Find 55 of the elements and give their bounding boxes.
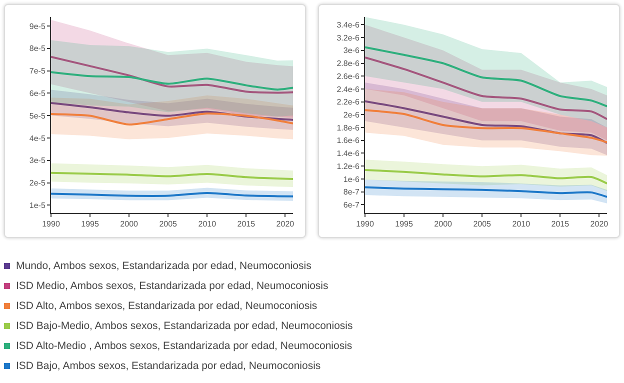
y-tick-label: 1.8e-6 (336, 123, 360, 132)
y-tick-label: 5e-5 (29, 111, 46, 120)
line-series (365, 168, 607, 184)
y-tick-label: 2.2e-6 (336, 98, 360, 107)
y-tick-label: 2.8e-6 (336, 59, 360, 68)
y-tick-label: 2.6e-6 (336, 72, 360, 81)
y-tick-label: 1.6e-6 (336, 136, 360, 146)
line-series (365, 100, 607, 144)
x-tick-label: 1990 (42, 220, 60, 229)
line-series (365, 46, 607, 108)
legend-label: ISD Alto, Ambos sexos, Estandarizada por edad, Neumoconiosis (16, 300, 318, 312)
x-tick-label: 1995 (81, 220, 100, 229)
legend-label: ISD Bajo, Ambos sexos, Estandarizada por edad, Neumoconiosis (16, 360, 321, 372)
x-tick-label: 2020 (590, 220, 609, 229)
x-tick-label: 2015 (237, 220, 256, 229)
y-tick-label: 8e-7 (343, 188, 360, 197)
x-tick-label: 2010 (198, 220, 217, 229)
x-tick-label: 2005 (473, 220, 492, 229)
y-tick-label: 6e-7 (343, 200, 360, 210)
x-tick-label: 1990 (356, 220, 374, 229)
x-tick-label: 2010 (512, 220, 531, 229)
line-series (365, 56, 607, 120)
x-tick-label: 2000 (434, 220, 453, 229)
x-tick-label: 2020 (276, 220, 295, 229)
y-tick-label: 3.4e-6 (336, 20, 360, 30)
y-tick-label: 2.4e-6 (336, 84, 360, 94)
y-tick-label: 1.4e-6 (336, 149, 360, 158)
x-tick-label: 2015 (551, 220, 570, 229)
y-tick-label: 3e-6 (343, 46, 360, 56)
y-tick-label: 1e-5 (29, 200, 46, 210)
line-series (51, 71, 293, 91)
x-tick-label: 1995 (395, 220, 414, 229)
legend-label: ISD Alto-Medio , Ambos sexos, Estandarizada por edad, Neumoconiosis (16, 340, 352, 352)
y-tick-label: 3.2e-6 (336, 33, 360, 42)
x-tick-label: 2005 (159, 220, 178, 229)
x-tick-label: 2000 (120, 220, 139, 229)
y-tick-label: 7e-5 (29, 66, 46, 76)
line-series (51, 56, 293, 94)
y-tick-label: 2e-6 (343, 110, 360, 120)
line-series (51, 172, 293, 180)
line-series (51, 102, 293, 121)
y-tick-label: 4e-5 (29, 134, 46, 143)
y-tick-label: 2e-5 (29, 178, 46, 188)
legend-label: ISD Medio, Ambos sexos, Estandarizada por edad, Neumoconiosis (16, 280, 328, 292)
legend-label: ISD Bajo-Medio, Ambos sexos, Estandarizada por edad, Neumoconiosis (16, 320, 353, 332)
legend-label: Mundo, Ambos sexos, Estandarizada por edad, Neumoconiosis (16, 260, 312, 272)
line-series (51, 112, 293, 126)
y-tick-label: 8e-5 (29, 44, 46, 54)
y-tick-label: 1.2e-6 (336, 162, 360, 171)
y-tick-label: 1e-6 (343, 174, 360, 184)
line-series (365, 109, 607, 144)
line-series (365, 186, 607, 198)
y-tick-label: 6e-5 (29, 88, 46, 98)
y-tick-label: 9e-5 (29, 22, 46, 31)
y-tick-label: 3e-5 (29, 156, 46, 166)
